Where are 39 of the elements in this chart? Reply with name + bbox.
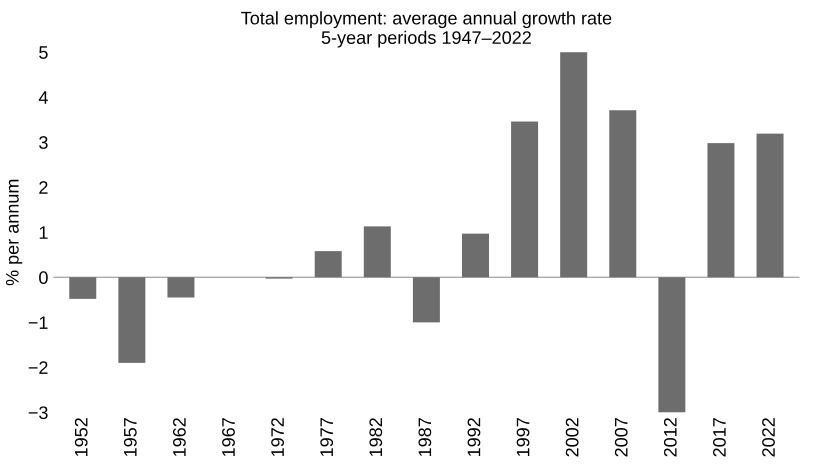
- bar: [462, 234, 489, 278]
- x-tick-label: 1972: [271, 418, 284, 456]
- x-tick-label: 2002: [566, 418, 579, 456]
- y-tick-label: −2: [28, 361, 48, 374]
- x-tick-label: 1962: [173, 418, 186, 456]
- bar: [609, 110, 636, 278]
- y-tick-label: 4: [38, 91, 48, 104]
- x-tick-label: 1967: [222, 418, 235, 456]
- x-tick-label: 2022: [762, 418, 775, 456]
- bar: [118, 277, 146, 363]
- bar: [756, 134, 784, 278]
- x-tick-label: 1987: [418, 418, 432, 456]
- bar: [69, 277, 96, 299]
- bar: [658, 277, 686, 412]
- y-tick-label: 3: [39, 136, 48, 149]
- x-tick-label: 1957: [124, 418, 137, 456]
- x-tick-label: 1952: [74, 418, 88, 456]
- y-tick-label: 5: [39, 46, 48, 59]
- x-tick-label: 1982: [369, 418, 382, 456]
- x-tick-label: 2007: [614, 418, 628, 456]
- bar: [511, 121, 538, 278]
- y-axis-title: % per annum: [6, 180, 22, 286]
- bar: [707, 143, 734, 278]
- x-tick-label: 2012: [664, 418, 677, 456]
- y-tick-label: 2: [39, 181, 48, 194]
- bar: [412, 277, 440, 322]
- y-tick-label: −1: [28, 316, 48, 329]
- bar: [560, 52, 588, 278]
- x-tick-label: 1992: [468, 418, 480, 456]
- x-tick-label: 1977: [320, 418, 334, 456]
- chart-title: Total employment: average annual growth rate 5-year periods 1947–2022: [241, 11, 612, 48]
- x-tick-label: 2017: [713, 418, 726, 456]
- bar: [167, 277, 194, 298]
- bar: [364, 226, 391, 278]
- y-tick-label: −3: [28, 406, 48, 420]
- y-tick-label: 0: [39, 271, 48, 284]
- y-tick-label: 1: [40, 226, 48, 239]
- bar: [314, 251, 342, 278]
- x-tick-label: 1997: [516, 418, 530, 456]
